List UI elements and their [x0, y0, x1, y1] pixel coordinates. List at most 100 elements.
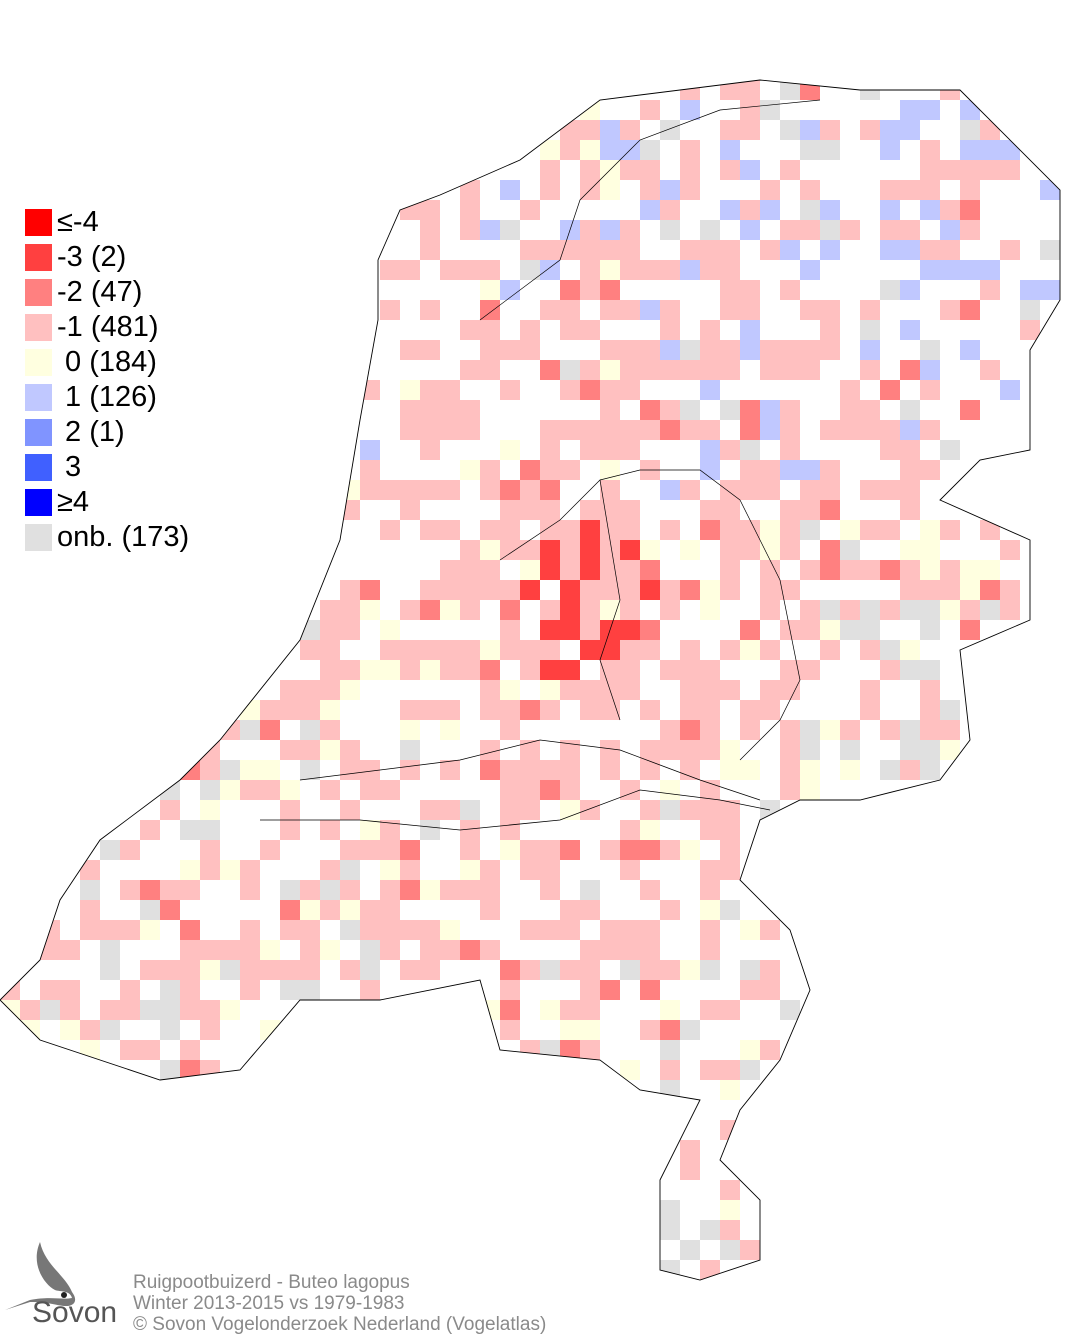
grid-cell — [520, 480, 540, 500]
grid-cell — [100, 1000, 120, 1020]
grid-cell — [880, 520, 900, 540]
grid-cell — [880, 220, 900, 240]
grid-cell — [540, 1000, 560, 1020]
grid-cell — [940, 720, 960, 740]
species-title: Ruigpootbuizerd - Buteo lagopus — [133, 1272, 410, 1293]
grid-cell — [420, 200, 440, 220]
grid-cell — [440, 600, 460, 620]
grid-cell — [720, 140, 740, 160]
grid-cell — [600, 400, 620, 420]
grid-cell — [540, 560, 560, 580]
grid-cell — [520, 500, 540, 520]
grid-cell — [400, 260, 420, 280]
grid-cell — [740, 340, 760, 360]
grid-cell — [580, 620, 600, 640]
grid-cell — [580, 800, 600, 820]
grid-cell — [540, 600, 560, 620]
grid-cell — [340, 860, 360, 880]
grid-cell — [900, 100, 920, 120]
grid-cell — [480, 540, 500, 560]
grid-cell — [580, 380, 600, 400]
grid-cell — [660, 1060, 680, 1080]
grid-cell — [740, 920, 760, 940]
grid-cell — [380, 920, 400, 940]
grid-cell — [780, 540, 800, 560]
grid-cell — [440, 480, 460, 500]
grid-cell — [560, 320, 580, 340]
grid-cell — [180, 960, 200, 980]
grid-cell — [580, 140, 600, 160]
grid-cell — [560, 360, 580, 380]
grid-cell — [1040, 180, 1060, 200]
grid-cell — [500, 680, 520, 700]
legend-item: -1 (481) — [25, 310, 189, 345]
grid-cell — [900, 460, 920, 480]
grid-cell — [380, 660, 400, 680]
legend-item: 0 (184) — [25, 345, 189, 380]
grid-cell — [440, 880, 460, 900]
grid-cell — [560, 760, 580, 780]
grid-cell — [500, 520, 520, 540]
grid-cell — [460, 660, 480, 680]
grid-cell — [500, 780, 520, 800]
grid-cell — [520, 760, 540, 780]
grid-cell — [760, 960, 780, 980]
grid-cell — [880, 760, 900, 780]
grid-cell — [500, 280, 520, 300]
grid-cell — [540, 700, 560, 720]
grid-cell — [720, 300, 740, 320]
grid-cell — [320, 700, 340, 720]
grid-cell — [280, 900, 300, 920]
grid-cell — [600, 240, 620, 260]
grid-cell — [740, 960, 760, 980]
grid-cell — [620, 860, 640, 880]
grid-cell — [740, 700, 760, 720]
grid-cell — [540, 640, 560, 660]
grid-cell — [800, 620, 820, 640]
grid-cell — [680, 660, 700, 680]
grid-cell — [740, 160, 760, 180]
river-lines — [299, 739, 761, 801]
grid-cell — [460, 260, 480, 280]
grid-cell — [880, 660, 900, 680]
grid-cell — [160, 1020, 180, 1040]
grid-cell — [600, 480, 620, 500]
grid-cell — [700, 720, 720, 740]
grid-cell — [480, 220, 500, 240]
grid-cell — [820, 200, 840, 220]
grid-cell — [1000, 600, 1020, 620]
grid-cell — [420, 300, 440, 320]
grid-cell — [200, 1020, 220, 1040]
grid-cell — [600, 440, 620, 460]
grid-cell — [320, 860, 340, 880]
grid-cell — [820, 220, 840, 240]
grid-cell — [340, 620, 360, 640]
grid-cell — [360, 580, 380, 600]
grid-cell — [20, 1000, 40, 1020]
grid-cell — [780, 80, 800, 100]
grid-cell — [500, 180, 520, 200]
grid-cell — [560, 620, 580, 640]
grid-cell — [720, 840, 740, 860]
grid-cell — [800, 520, 820, 540]
grid-cell — [320, 780, 340, 800]
grid-cell — [400, 700, 420, 720]
grid-cell — [680, 400, 700, 420]
grid-cell — [640, 100, 660, 120]
grid-cell — [680, 240, 700, 260]
grid-cell — [760, 100, 780, 120]
grid-cell — [360, 820, 380, 840]
grid-cell — [680, 960, 700, 980]
grid-cell — [900, 120, 920, 140]
grid-cell — [480, 740, 500, 760]
grid-cell — [200, 800, 220, 820]
legend-swatch — [25, 349, 52, 376]
province-border-3 — [499, 479, 621, 721]
grid-cell — [560, 1000, 580, 1020]
grid-cell — [160, 1060, 180, 1080]
grid-cell — [660, 180, 680, 200]
grid-cell — [540, 360, 560, 380]
grid-cell — [760, 180, 780, 200]
legend-item: ≤-4 — [25, 205, 189, 240]
grid-cell — [680, 540, 700, 560]
